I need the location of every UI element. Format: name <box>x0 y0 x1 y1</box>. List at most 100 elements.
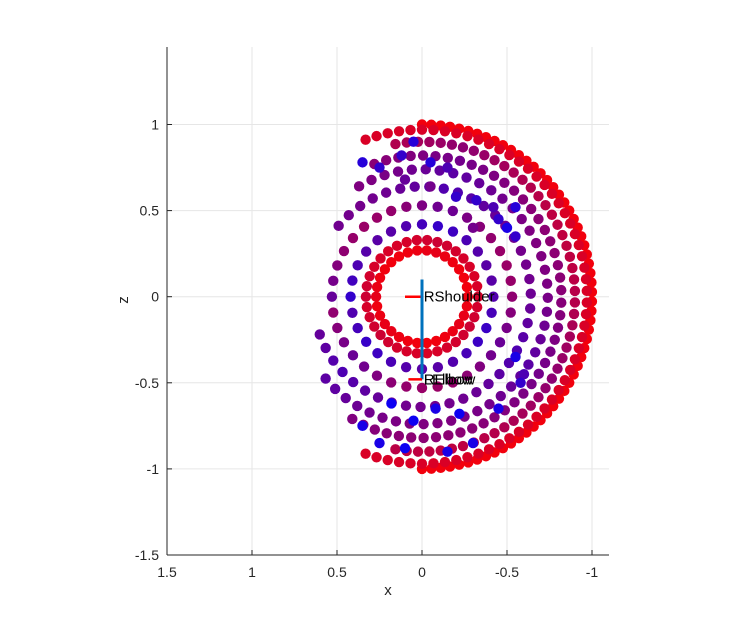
data-point <box>332 322 343 334</box>
data-point <box>439 126 451 137</box>
data-point <box>494 245 506 257</box>
data-point <box>390 444 401 455</box>
data-point <box>516 213 527 225</box>
data-point <box>424 446 435 457</box>
data-point <box>374 272 386 283</box>
data-point <box>530 237 542 249</box>
data-point <box>405 432 417 443</box>
data-point <box>458 329 469 341</box>
data-point <box>564 331 576 342</box>
data-point <box>486 275 497 286</box>
data-point <box>472 336 484 347</box>
data-point <box>556 284 567 296</box>
data-point <box>432 236 443 248</box>
data-point <box>421 337 432 349</box>
data-point <box>393 430 405 442</box>
data-point <box>546 188 558 200</box>
data-point <box>549 247 560 259</box>
data-point <box>579 262 590 273</box>
data-point <box>579 320 590 331</box>
data-point <box>472 405 483 417</box>
data-point <box>432 346 443 357</box>
data-point <box>569 297 581 308</box>
data-point <box>461 172 472 183</box>
data-point <box>361 281 373 292</box>
data-point <box>488 201 499 213</box>
data-point <box>510 351 521 363</box>
data-point <box>432 220 444 232</box>
data-point <box>464 321 475 332</box>
data-point <box>458 253 469 264</box>
y-tick-labels: -1.5 -1 -0.5 0 0.5 1 <box>135 116 159 563</box>
data-point <box>477 164 489 175</box>
data-point <box>352 322 363 334</box>
data-point <box>454 408 465 419</box>
data-point <box>379 318 391 330</box>
data-point <box>557 353 568 364</box>
data-point <box>539 179 550 191</box>
data-point <box>418 418 429 430</box>
data-point <box>461 212 473 223</box>
data-point <box>451 454 462 466</box>
data-point <box>554 272 566 283</box>
data-point <box>421 245 432 256</box>
data-point <box>576 251 588 262</box>
data-point <box>530 347 541 358</box>
data-point <box>531 171 542 182</box>
data-point <box>347 376 359 388</box>
data-point <box>568 274 580 285</box>
data-point <box>483 378 494 390</box>
data-point <box>400 220 412 232</box>
data-point <box>428 124 439 136</box>
data-point <box>545 346 556 357</box>
data-point <box>473 448 484 459</box>
data-point <box>374 437 385 449</box>
data-point <box>458 310 470 321</box>
data-point <box>382 336 394 348</box>
data-point <box>517 194 529 205</box>
data-point <box>441 240 453 252</box>
y-tick-label: 0 <box>151 289 159 305</box>
x-axis-label: x <box>384 582 392 599</box>
data-point <box>524 303 536 314</box>
data-point <box>533 213 544 225</box>
data-point <box>447 256 458 268</box>
data-point <box>471 281 483 292</box>
data-point <box>372 234 383 246</box>
data-point <box>357 420 368 432</box>
data-point <box>525 182 536 193</box>
data-point <box>446 139 458 150</box>
joint-label: RElbow <box>424 371 476 388</box>
data-point <box>525 288 536 299</box>
data-point <box>559 207 571 219</box>
data-point <box>347 307 358 318</box>
data-point <box>468 145 479 157</box>
data-point <box>401 381 412 392</box>
data-point <box>447 377 459 388</box>
data-point <box>405 150 416 162</box>
data-point <box>473 134 484 145</box>
data-point <box>402 335 414 347</box>
data-point <box>520 259 532 270</box>
data-point <box>439 456 451 468</box>
data-point <box>372 392 384 403</box>
data-point <box>338 337 350 348</box>
data-point <box>467 222 479 234</box>
data-point <box>408 415 419 426</box>
data-point <box>461 234 472 246</box>
data-point <box>393 251 405 262</box>
data-point <box>453 264 465 275</box>
data-point <box>471 386 482 398</box>
data-point <box>581 297 592 308</box>
data-point <box>554 310 566 321</box>
data-point <box>489 427 500 439</box>
data-point <box>522 317 533 329</box>
data-point <box>506 291 518 302</box>
data-point <box>371 212 383 223</box>
data-point <box>444 398 455 409</box>
y-tick-label: -1 <box>147 461 160 477</box>
data-point <box>364 407 375 418</box>
data-point <box>380 155 392 166</box>
data-point <box>417 150 429 161</box>
data-point <box>525 400 536 411</box>
